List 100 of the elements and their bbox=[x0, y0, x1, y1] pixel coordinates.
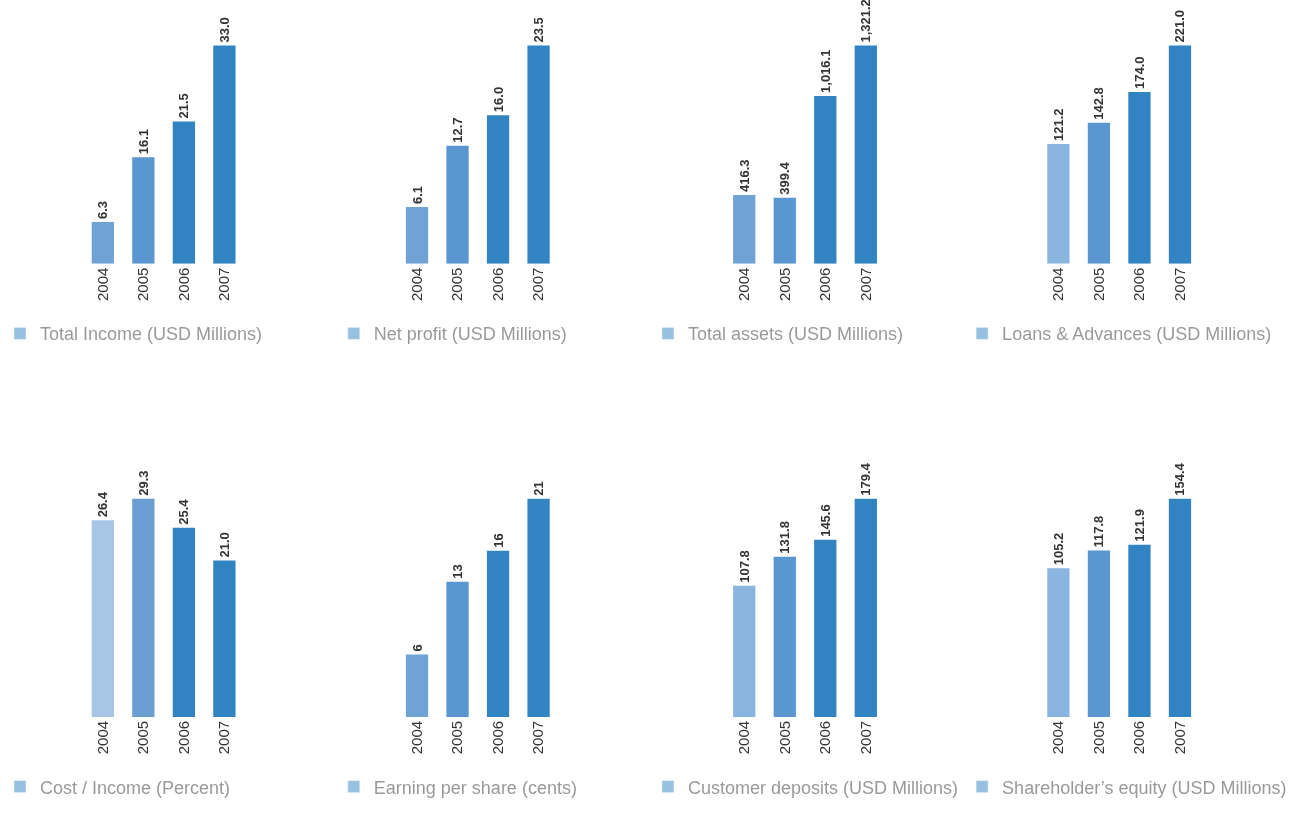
x-tick-label: 2005 bbox=[134, 267, 152, 302]
x-tick-label: 2004 bbox=[1049, 720, 1067, 755]
data-label: 21 bbox=[531, 481, 547, 496]
x-tick-label: 2004 bbox=[93, 720, 111, 755]
bar bbox=[405, 654, 429, 717]
x-tick-label: 2004 bbox=[407, 267, 425, 302]
data-label: 399.4 bbox=[777, 161, 793, 195]
x-tick-label: 2004 bbox=[1049, 267, 1067, 302]
bar bbox=[1087, 550, 1111, 717]
data-label: 416.3 bbox=[736, 159, 752, 192]
x-tick-label: 2005 bbox=[448, 267, 466, 302]
bar bbox=[527, 498, 550, 717]
x-tick-label: 2006 bbox=[816, 267, 834, 302]
x-tick-label: 2006 bbox=[1130, 267, 1148, 302]
bar bbox=[132, 498, 155, 717]
bar bbox=[91, 520, 114, 717]
data-label: 121.9 bbox=[1131, 509, 1147, 542]
legend-label: Earning per share (cents) bbox=[373, 777, 577, 798]
legend-label: Shareholder’s equity (USD Millions) bbox=[1002, 777, 1287, 798]
bar bbox=[91, 222, 114, 264]
bar bbox=[733, 585, 756, 717]
data-label: 6 bbox=[409, 644, 425, 652]
bar bbox=[172, 121, 196, 264]
x-tick-label: 2006 bbox=[174, 267, 192, 302]
bar bbox=[773, 556, 796, 717]
data-label: 16 bbox=[490, 533, 506, 548]
bar bbox=[213, 560, 236, 717]
data-label: 107.8 bbox=[736, 550, 752, 583]
x-tick-label: 2007 bbox=[856, 267, 874, 302]
bar bbox=[1047, 568, 1070, 717]
x-tick-label: 2006 bbox=[174, 720, 192, 755]
data-label: 1,321.2 bbox=[858, 0, 874, 43]
bar bbox=[773, 197, 796, 264]
data-label: 121.2 bbox=[1050, 108, 1066, 142]
x-tick-label: 2004 bbox=[735, 720, 753, 755]
legend-label: Cost / Income (Percent) bbox=[40, 777, 231, 798]
x-tick-label: 2006 bbox=[816, 720, 834, 755]
data-label: 16.0 bbox=[490, 86, 506, 113]
x-tick-label: 2004 bbox=[735, 267, 753, 302]
x-tick-label: 2007 bbox=[1170, 267, 1188, 302]
data-label: 16.1 bbox=[135, 128, 151, 155]
x-tick-label: 2007 bbox=[215, 720, 233, 755]
data-label: 174.0 bbox=[1131, 56, 1147, 89]
data-label: 6.1 bbox=[409, 185, 425, 205]
bar bbox=[213, 45, 236, 264]
x-tick-label: 2007 bbox=[856, 720, 874, 755]
x-tick-label: 2006 bbox=[488, 267, 506, 302]
x-tick-label: 2005 bbox=[1089, 720, 1107, 755]
x-tick-label: 2006 bbox=[488, 720, 506, 755]
x-tick-label: 2004 bbox=[407, 720, 425, 755]
bar bbox=[405, 207, 429, 264]
bar bbox=[446, 581, 469, 717]
bar bbox=[814, 95, 837, 264]
legend-label: Loans & Advances (USD Millions) bbox=[1002, 324, 1272, 345]
legend-label: Customer deposits (USD Millions) bbox=[687, 777, 959, 798]
bar bbox=[132, 157, 155, 264]
data-label: 26.4 bbox=[95, 491, 111, 518]
legend-label: Total Income (USD Millions) bbox=[40, 324, 263, 345]
x-tick-label: 2005 bbox=[775, 267, 793, 302]
data-label: 21.0 bbox=[216, 532, 232, 558]
data-label: 142.8 bbox=[1091, 87, 1107, 120]
x-tick-label: 2007 bbox=[1170, 720, 1188, 755]
x-tick-label: 2006 bbox=[1130, 720, 1148, 755]
bar bbox=[733, 194, 756, 264]
legend-label: Total assets (USD Millions) bbox=[687, 324, 904, 345]
bar bbox=[1128, 544, 1151, 717]
x-tick-label: 2005 bbox=[1089, 267, 1107, 302]
data-label: 1,016.1 bbox=[817, 49, 833, 93]
bar bbox=[1128, 91, 1151, 264]
data-label: 29.3 bbox=[135, 470, 151, 496]
bar bbox=[172, 527, 196, 717]
data-label: 12.7 bbox=[450, 117, 466, 143]
data-label: 23.5 bbox=[531, 17, 547, 43]
data-label: 21.5 bbox=[176, 93, 192, 119]
data-label: 33.0 bbox=[216, 17, 232, 43]
data-label: 13 bbox=[450, 564, 466, 579]
data-label: 131.8 bbox=[777, 521, 793, 554]
data-label: 6.3 bbox=[95, 200, 111, 220]
x-tick-label: 2005 bbox=[134, 720, 152, 755]
x-tick-label: 2004 bbox=[93, 267, 111, 302]
bar bbox=[1047, 144, 1070, 264]
x-tick-label: 2007 bbox=[529, 720, 547, 755]
bar bbox=[814, 539, 837, 717]
bar bbox=[527, 45, 550, 264]
data-label: 117.8 bbox=[1091, 515, 1107, 548]
x-tick-label: 2007 bbox=[215, 267, 233, 302]
data-label: 105.2 bbox=[1050, 532, 1066, 566]
data-label: 154.4 bbox=[1172, 462, 1188, 496]
bar bbox=[486, 115, 510, 264]
bar bbox=[1168, 498, 1192, 717]
data-label: 221.0 bbox=[1172, 10, 1188, 43]
data-label: 25.4 bbox=[176, 498, 192, 525]
bar bbox=[1087, 122, 1111, 264]
legend-label: Net profit (USD Millions) bbox=[373, 324, 567, 345]
bar bbox=[446, 145, 469, 264]
bar bbox=[854, 45, 877, 264]
bar bbox=[854, 498, 877, 717]
x-tick-label: 2005 bbox=[448, 720, 466, 755]
bar bbox=[486, 550, 510, 717]
x-tick-label: 2005 bbox=[775, 720, 793, 755]
